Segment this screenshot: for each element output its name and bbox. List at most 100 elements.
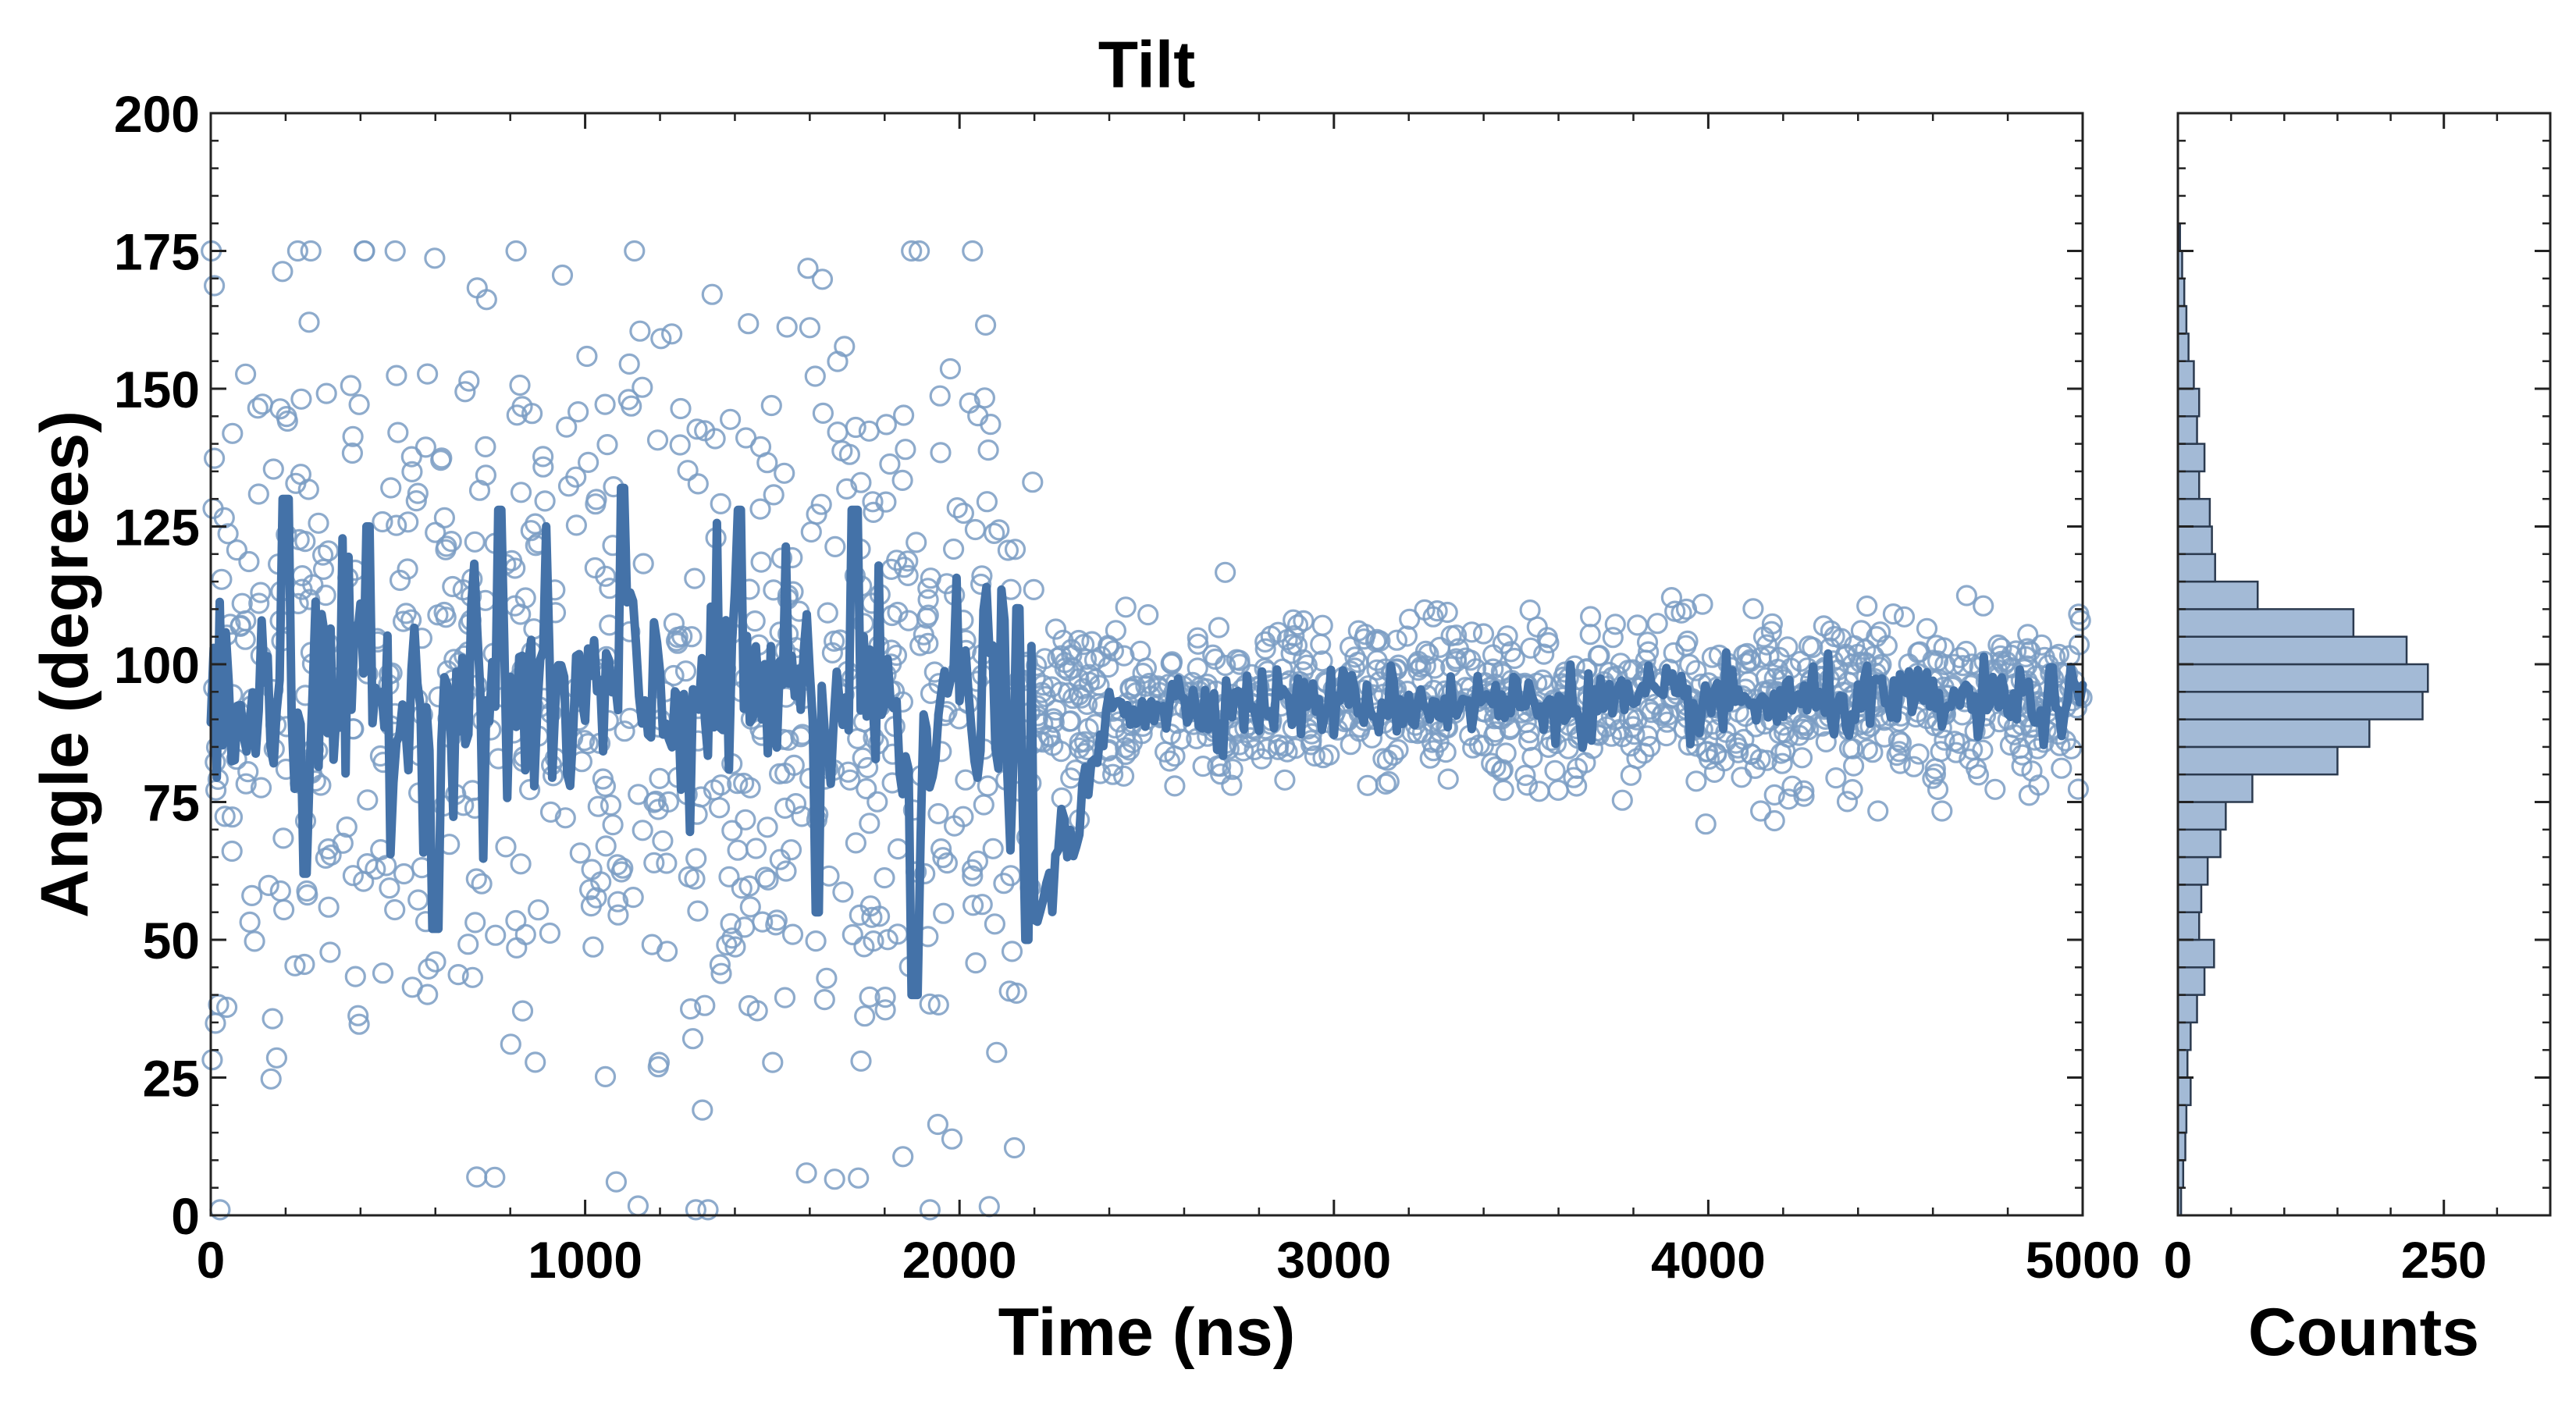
scatter-point — [1170, 728, 1192, 750]
scatter-point — [1078, 663, 1100, 685]
scatter-point — [1214, 561, 1236, 583]
scatter-point — [2017, 624, 2039, 646]
scatter-point — [272, 261, 294, 283]
scatter-point — [961, 859, 984, 880]
scatter-point — [1164, 775, 1186, 797]
scatter-point — [1267, 738, 1289, 760]
scatter-point — [812, 402, 834, 425]
scatter-point — [1927, 650, 1949, 672]
scatter-point — [237, 760, 259, 783]
scatter-point — [1890, 731, 1912, 754]
scatter-point — [319, 941, 341, 963]
scatter-point — [269, 398, 291, 420]
x-tick-label: 1000 — [528, 1231, 642, 1289]
scatter-point — [1519, 599, 1541, 621]
scatter-point — [927, 994, 949, 1016]
scatter-point — [372, 510, 393, 533]
scatter-point — [1768, 646, 1790, 668]
scatter-point — [643, 852, 665, 874]
scatter-point — [850, 1050, 872, 1072]
scatter-point — [652, 830, 674, 852]
scatter-point — [1916, 617, 1938, 639]
scatter-point — [710, 493, 731, 515]
scatter-point — [250, 777, 272, 799]
scatter-point — [1039, 726, 1062, 748]
scatter-point — [1532, 669, 1553, 691]
scatter-point — [272, 827, 294, 849]
scatter-point — [269, 880, 291, 902]
scatter-point — [647, 799, 669, 820]
scatter-point — [971, 565, 993, 587]
scatter-point — [1286, 635, 1308, 656]
scatter-point — [656, 852, 678, 874]
scatter-point — [866, 791, 888, 813]
scatter-point — [1760, 621, 1782, 642]
scatter-point — [756, 452, 778, 474]
scatter-point — [754, 866, 777, 888]
scatter-point — [684, 567, 706, 589]
scatter-point — [873, 866, 895, 889]
scatter-point — [670, 397, 692, 420]
scatter-point — [384, 240, 406, 262]
scatter-point — [276, 410, 298, 432]
scatter-point — [800, 521, 822, 543]
scatter-point — [1620, 735, 1642, 757]
scatter-point — [917, 578, 939, 599]
y-tick-label: 75 — [143, 774, 200, 832]
scatter-point — [1528, 781, 1550, 802]
scatter-point — [744, 610, 766, 632]
scatter-point — [930, 442, 952, 464]
scatter-point — [435, 539, 457, 560]
scatter-point — [1867, 800, 1889, 822]
scatter-point — [2009, 737, 2031, 759]
scatter-point — [348, 1013, 370, 1035]
scatter-point — [1763, 784, 1785, 806]
scatter-point — [986, 1041, 1008, 1063]
scatter-point — [1112, 765, 1135, 787]
scatter-point — [2069, 610, 2091, 631]
scatter-point — [1756, 634, 1778, 656]
scatter-point — [342, 425, 364, 447]
x-tick-label: 4000 — [1651, 1231, 1766, 1289]
histogram-panel: 0 250 Counts — [2164, 112, 2552, 1370]
scatter-point — [551, 264, 574, 286]
scatter-point — [1579, 606, 1602, 628]
scatter-point — [1436, 601, 1458, 624]
scatter-point — [824, 535, 846, 558]
scatter-point — [235, 610, 257, 631]
scatter-point — [431, 447, 453, 469]
scatter-point — [454, 381, 476, 403]
scatter-point — [1256, 738, 1278, 760]
x-axis-label: Time (ns) — [998, 1295, 1296, 1370]
scatter-point — [1254, 638, 1276, 660]
scatter-point — [336, 816, 358, 838]
scatter-point — [1638, 641, 1660, 663]
scatter-point — [831, 439, 853, 462]
scatter-point — [892, 1146, 914, 1168]
scatter-point — [750, 551, 772, 573]
scatter-point — [582, 936, 604, 958]
scatter-point — [679, 998, 702, 1020]
scatter-point — [731, 877, 753, 899]
scatter-point — [416, 363, 439, 385]
scatter-point — [1119, 739, 1140, 761]
scatter-point — [581, 859, 603, 880]
scatter-point — [296, 880, 318, 902]
scatter-point — [1533, 643, 1555, 665]
scatter-point — [762, 1051, 784, 1073]
histogram-bar — [2176, 1104, 2188, 1134]
scatter-point — [238, 550, 260, 573]
scatter-point — [221, 806, 244, 828]
scatter-point — [929, 385, 951, 407]
scatter-point — [417, 984, 439, 1005]
scatter-point — [1044, 618, 1067, 640]
scatter-point — [557, 475, 580, 497]
histogram-bar — [2176, 1048, 2189, 1079]
scatter-point — [2051, 757, 2073, 779]
scatter-point — [1636, 631, 1659, 653]
scatter-point — [596, 433, 618, 456]
scatter-point — [1455, 647, 1477, 669]
histogram-x-axis-label: Counts — [2248, 1295, 2479, 1370]
histogram-bars-layer — [2176, 222, 2429, 1217]
scatter-point — [569, 842, 591, 864]
